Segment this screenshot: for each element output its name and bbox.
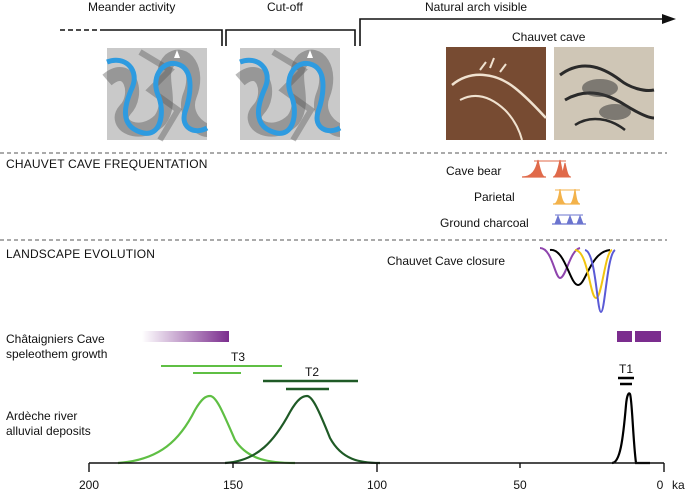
river-channel-cutoff <box>239 57 342 136</box>
ardeche-label-line1: Ardèche river <box>6 409 78 423</box>
closure-curve <box>549 249 611 287</box>
meander-bracket <box>100 29 223 46</box>
age-axis <box>88 462 665 472</box>
closure-curve <box>584 249 616 314</box>
section-title-frequentation: CHAUVET CAVE FREQUENTATION <box>6 157 208 171</box>
t3-range-bars <box>161 365 282 374</box>
relief-map-meander <box>102 48 209 142</box>
t1-range-bars <box>618 376 634 386</box>
speleothem-growth-bar-old <box>142 331 229 342</box>
phase-label-meander: Meander activity <box>88 0 176 14</box>
axis-tick-label: 150 <box>222 478 244 492</box>
speleothem-growth-bar-recent <box>635 331 661 342</box>
river-channel <box>106 57 209 136</box>
t1-alluvial-curve <box>611 392 650 465</box>
phase-timeline <box>60 14 676 46</box>
arrow-head-icon <box>662 14 676 24</box>
axis-unit-label: ka <box>672 478 685 492</box>
relief-map-cutoff <box>235 48 342 142</box>
frequentation-label-parietal: Parietal <box>474 190 515 204</box>
axis-tick-label: 50 <box>513 478 527 492</box>
photo-caption: Chauvet cave <box>512 30 586 44</box>
axis-tick-label: 100 <box>366 478 388 492</box>
arch-arrow-line <box>359 18 668 46</box>
terrace-label-t1: T1 <box>618 362 634 376</box>
closure-curve <box>574 249 613 300</box>
frequentation-label-ground-charcoal: Ground charcoal <box>440 216 529 230</box>
north-arrow-icon <box>174 50 180 58</box>
axis-tick-label: 0 <box>656 478 664 492</box>
cave-closure-curves <box>539 247 616 314</box>
frequentation-label-cave-bear: Cave bear <box>446 164 502 178</box>
t2-range-bars <box>263 379 358 391</box>
t3-alluvial-curve <box>117 394 296 465</box>
cave-art-photo-bear <box>446 47 547 141</box>
chataigniers-label-line1: Châtaigniers Cave <box>6 332 105 346</box>
terrace-label-t3: T3 <box>230 350 246 364</box>
ardeche-label-line2: alluvial deposits <box>6 424 91 438</box>
closure-label: Chauvet Cave closure <box>387 254 506 268</box>
terrace-label-t2: T2 <box>304 365 320 379</box>
phase-label-cutoff: Cut-off <box>267 0 303 14</box>
closure-curve <box>539 247 581 280</box>
t2-alluvial-curve <box>224 394 381 465</box>
cave-bear-peaks <box>521 159 572 178</box>
cave-art-photo-horses <box>554 47 655 140</box>
section-title-landscape: LANDSCAPE EVOLUTION <box>6 247 156 261</box>
speleothem-growth-bar-recent <box>617 331 632 342</box>
ground-charcoal-peaks <box>552 214 586 225</box>
parietal-peaks <box>553 188 581 205</box>
cutoff-bracket <box>225 29 356 46</box>
axis-tick-label: 200 <box>78 478 100 492</box>
north-arrow-icon <box>307 50 313 58</box>
chataigniers-label-line2: speleothem growth <box>6 347 108 361</box>
phase-label-arch: Natural arch visible <box>425 0 528 14</box>
